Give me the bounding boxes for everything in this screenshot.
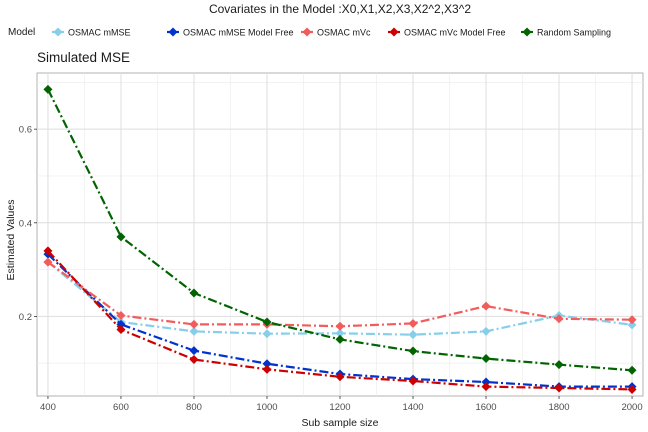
x-tick-label: 1000: [256, 402, 277, 413]
data-point: [408, 346, 418, 356]
legend-key-marker: [53, 27, 63, 37]
data-point: [481, 301, 491, 311]
data-point: [627, 320, 637, 330]
x-tick-label: 800: [186, 402, 202, 413]
legend: Model OSMAC mMSE OSMAC mMSE Model Free OSM…: [8, 27, 611, 38]
chart-subtitle: Simulated MSE: [37, 50, 130, 65]
x-tick-label: 400: [40, 402, 56, 413]
data-point: [189, 288, 199, 298]
data-point: [481, 377, 491, 387]
y-tick-label: 0.2: [19, 312, 32, 323]
data-point: [43, 246, 53, 256]
legend-label: OSMAC mMSE Model Free: [183, 28, 294, 38]
data-point: [262, 329, 272, 339]
legend-label: Random Sampling: [537, 28, 611, 38]
data-point: [43, 84, 53, 94]
y-tick-label: 0.4: [19, 218, 32, 229]
data-point: [262, 317, 272, 327]
data-point: [627, 384, 637, 394]
x-tick-label: 1800: [548, 402, 569, 413]
data-point: [262, 359, 272, 369]
legend-key-marker: [389, 27, 399, 37]
data-point: [554, 314, 564, 324]
x-tick-label: 1200: [329, 402, 350, 413]
data-point: [189, 326, 199, 336]
data-point: [408, 376, 418, 386]
data-point: [189, 346, 199, 356]
data-point: [554, 383, 564, 393]
data-point: [116, 232, 126, 242]
x-tick-label: 1400: [402, 402, 423, 413]
data-point: [627, 365, 637, 375]
data-point: [43, 257, 53, 267]
plot-area: 400 600 800 1000 1200 1400 1600 1800 2000 0.2 0.4 0…: [19, 72, 644, 413]
data-point: [481, 382, 491, 392]
data-point: [189, 354, 199, 364]
data-point: [116, 310, 126, 320]
data-point: [408, 318, 418, 328]
data-point: [481, 326, 491, 336]
data-point: [335, 372, 345, 382]
data-point: [116, 325, 126, 335]
legend-label: OSMAC mVc: [317, 28, 371, 38]
series-line: [47, 250, 633, 391]
data-point: [408, 330, 418, 340]
data-point: [335, 321, 345, 331]
data-point: [262, 364, 272, 374]
data-point: [189, 319, 199, 329]
legend-label: OSMAC mVc Model Free: [404, 28, 506, 38]
legend-title: Model: [8, 27, 35, 38]
legend-key-marker: [168, 27, 178, 37]
chart-title: Covariates in the Model :X0,X1,X2,X3,X2^…: [209, 2, 471, 16]
data-point: [481, 354, 491, 364]
data-point: [335, 334, 345, 344]
legend-key-marker: [302, 27, 312, 37]
x-tick-label: 1600: [475, 402, 496, 413]
x-tick-label: 600: [113, 402, 129, 413]
data-point: [554, 360, 564, 370]
legend-label: OSMAC mMSE: [68, 28, 131, 38]
y-tick-label: 0.6: [19, 125, 32, 136]
x-axis-label: Sub sample size: [301, 417, 378, 429]
legend-key-marker: [522, 27, 532, 37]
x-tick-label: 2000: [621, 402, 642, 413]
y-axis-label: Estimated Values: [5, 200, 17, 281]
data-point: [627, 315, 637, 325]
data-point: [335, 328, 345, 338]
